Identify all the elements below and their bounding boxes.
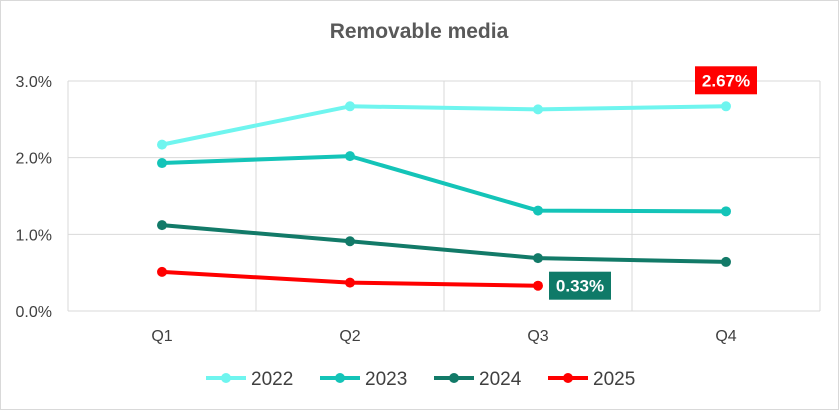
series-line-2023 — [160, 154, 728, 214]
legend-marker-2022 — [221, 373, 231, 383]
data-point-2023 — [345, 151, 355, 162]
legend-marker-2025 — [563, 373, 573, 383]
legend: 2022 2023 2024 2025 — [206, 369, 635, 390]
legend-label: 2022 — [251, 369, 293, 390]
y-tick-label: 3.0% — [16, 74, 52, 91]
y-tick-label: 0.0% — [16, 304, 52, 321]
y-tick-label: 1.0% — [16, 227, 52, 244]
legend-marker-2024 — [449, 373, 459, 383]
gridlines — [67, 80, 821, 312]
data-point-2022 — [533, 104, 543, 115]
data-label: 0.33% — [556, 277, 604, 296]
data-callouts: 2.67% 0.33% — [549, 66, 757, 300]
y-tick-label: 2.0% — [16, 151, 52, 168]
data-point-2024 — [533, 253, 543, 264]
callout-box — [549, 271, 611, 300]
series-line-2024 — [160, 223, 728, 264]
data-point-2024 — [721, 256, 731, 267]
data-point-2024 — [157, 220, 167, 231]
x-tick-label: Q4 — [715, 328, 736, 345]
data-label: 2.67% — [702, 71, 750, 90]
data-point-2022 — [721, 101, 731, 112]
data-point-2023 — [721, 206, 731, 217]
x-axis-ticks: Q1 Q2 Q3 Q4 — [151, 328, 736, 345]
data-point-2023 — [533, 205, 543, 216]
data-point-2022 — [157, 139, 167, 150]
data-point-2025 — [533, 280, 543, 291]
legend-marker-2023 — [335, 373, 345, 383]
data-point-2023 — [157, 158, 167, 169]
callout-box — [695, 66, 757, 95]
data-point-2022 — [345, 101, 355, 112]
series-line-2022 — [160, 104, 728, 147]
x-tick-label: Q3 — [527, 328, 548, 345]
legend-label: 2023 — [365, 369, 407, 390]
series-lines — [157, 101, 731, 291]
x-tick-label: Q2 — [339, 328, 360, 345]
data-point-2025 — [345, 277, 355, 288]
legend-label: 2024 — [479, 369, 522, 390]
legend-label: 2025 — [593, 369, 635, 390]
y-axis-ticks: 0.0% 1.0% 2.0% 3.0% — [16, 74, 52, 321]
chart-title: Removable media — [330, 20, 509, 43]
data-point-2024 — [345, 236, 355, 247]
data-point-2025 — [157, 266, 167, 277]
x-tick-label: Q1 — [151, 328, 172, 345]
